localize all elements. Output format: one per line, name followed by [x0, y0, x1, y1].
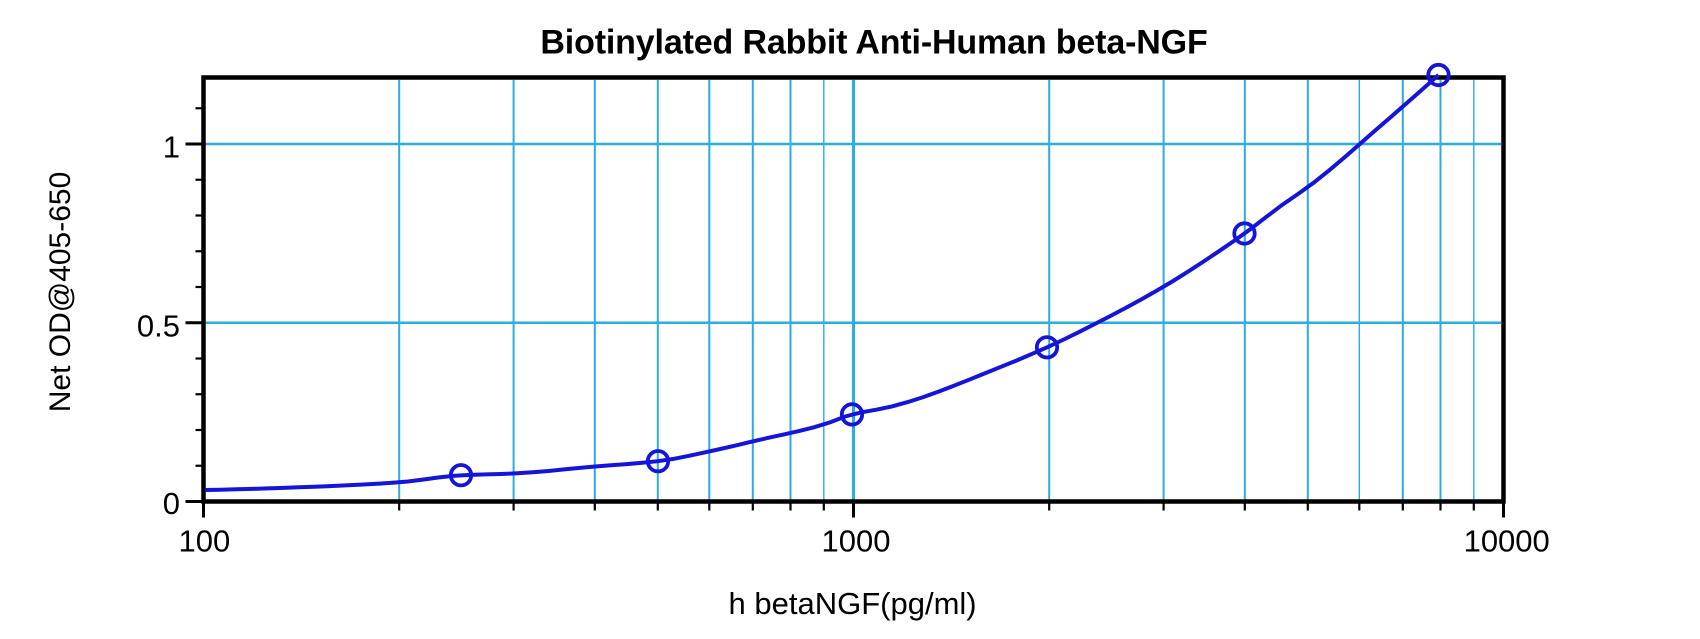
svg-text:0.5: 0.5 — [137, 309, 180, 344]
svg-text:100: 100 — [179, 524, 231, 559]
svg-text:10000: 10000 — [1464, 524, 1550, 559]
svg-text:1: 1 — [163, 130, 180, 165]
svg-text:Biotinylated Rabbit Anti-Human: Biotinylated Rabbit Anti-Human beta-NGF — [540, 24, 1207, 62]
svg-text:1000: 1000 — [822, 524, 891, 559]
svg-text:0: 0 — [163, 486, 180, 521]
svg-text:Net OD@405-650: Net OD@405-650 — [44, 172, 77, 413]
svg-text:h betaNGF(pg/ml): h betaNGF(pg/ml) — [729, 586, 977, 621]
